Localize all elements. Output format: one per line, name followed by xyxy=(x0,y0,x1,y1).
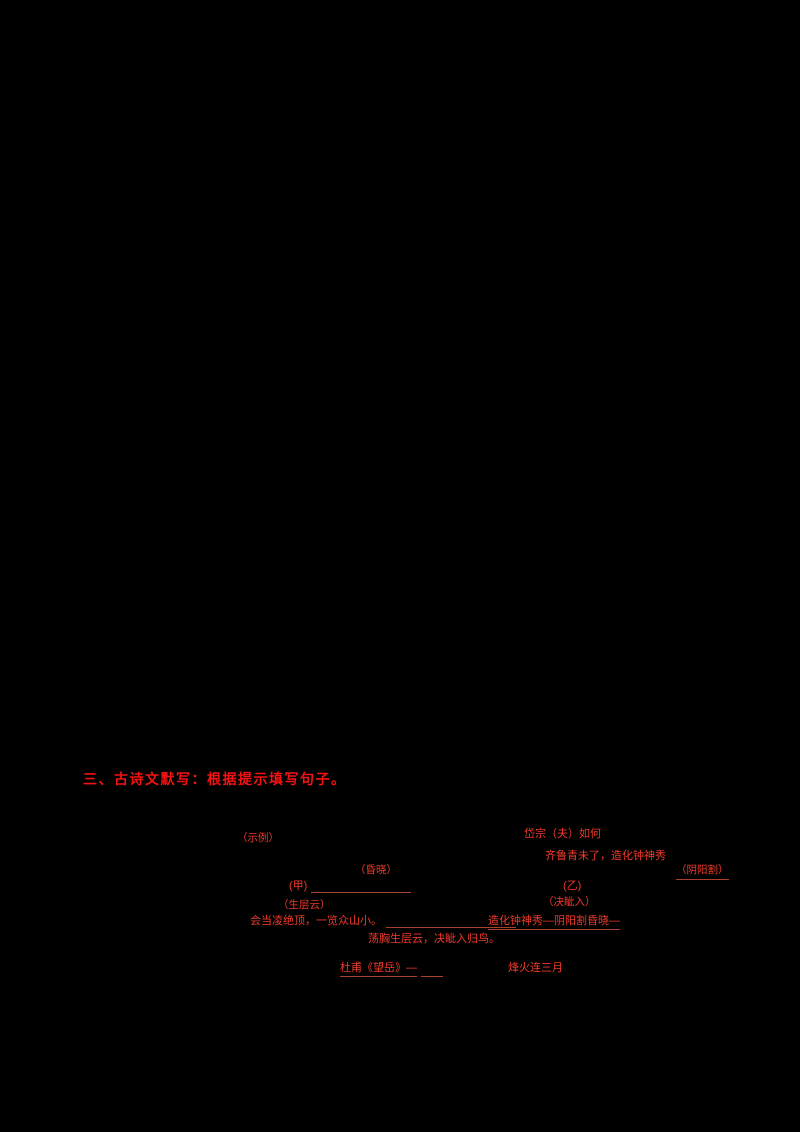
annotation-line-right: 造化钟神秀—阴阳割昏晓— xyxy=(488,914,620,931)
source-ref-text: 杜甫《望岳》— xyxy=(340,961,417,978)
annotation-item-a: (甲) xyxy=(289,879,412,894)
annotation-blank-a: （生层云） xyxy=(278,899,331,911)
annotation-item-b: (乙) xyxy=(563,880,582,892)
item-a-label: (甲) xyxy=(289,880,308,892)
blank-line xyxy=(311,880,412,894)
annotation-blank-b: （决眦入） xyxy=(543,896,596,908)
annotation-right-line-2: 齐鲁青未了，造化钟神秀 xyxy=(545,850,666,862)
annotation-bottom-right: 烽火连三月 xyxy=(508,962,563,974)
annotation-note-left: （示例） xyxy=(237,832,279,844)
annotation-center-line: 荡胸生层云，决眦入归鸟。 xyxy=(368,933,500,945)
section-heading: 三、古诗文默写：根据提示填写句子。 xyxy=(83,771,347,787)
annotation-mid-paren: （昏晓） xyxy=(355,864,397,876)
blank-line xyxy=(386,915,516,929)
line-left-text: 会当凌绝顶，一览众山小。 xyxy=(250,915,382,927)
annotation-source: 杜甫《望岳》— xyxy=(340,961,443,978)
annotation-line-left: 会当凌绝顶，一览众山小。 xyxy=(250,914,516,929)
annotation-right-line-1: 岱宗（夫）如何 xyxy=(524,828,601,840)
blank-line xyxy=(421,964,443,978)
annotation-right-paren: （阴阳割） xyxy=(676,864,729,880)
